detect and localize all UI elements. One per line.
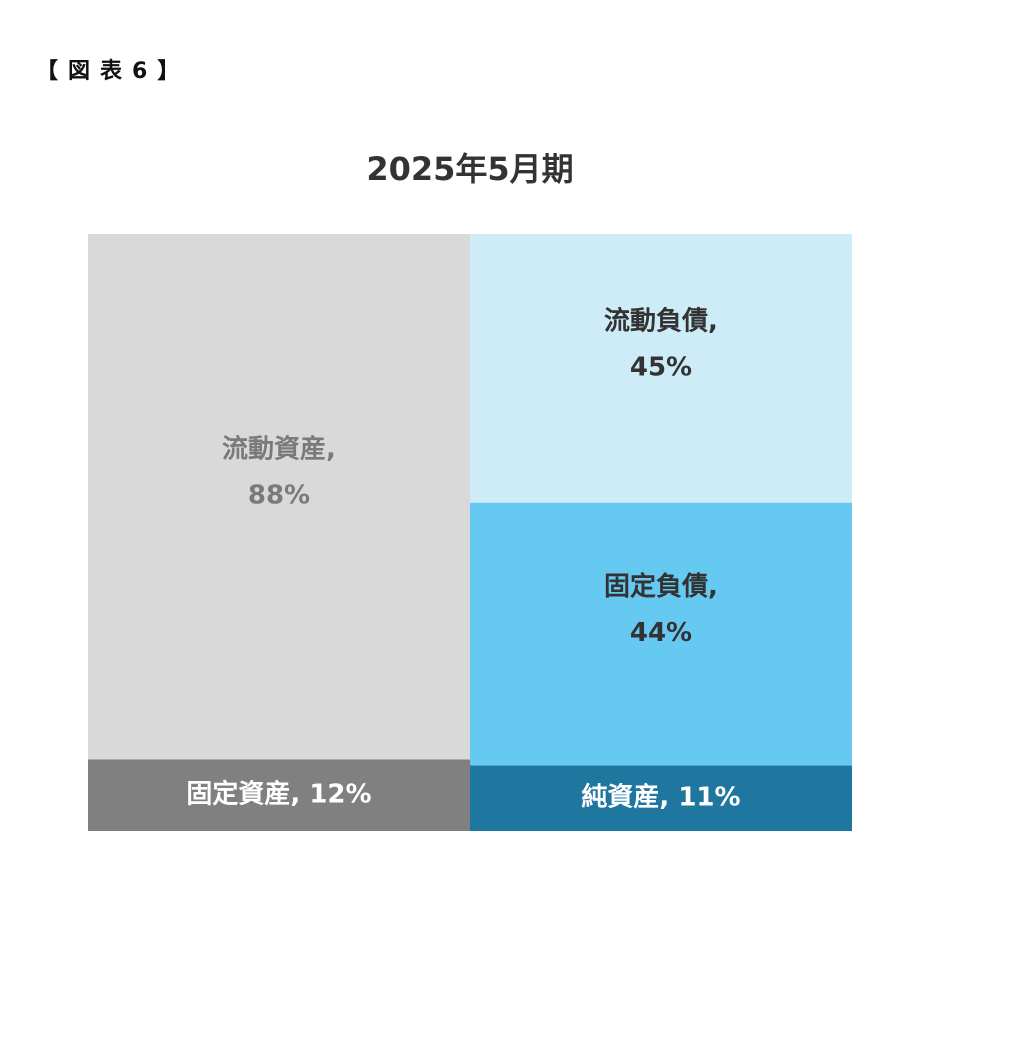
bar-segment <box>470 502 852 766</box>
chart-title: 2025年5月期 <box>366 150 573 188</box>
data-label: 流動資産, 88% <box>222 433 336 510</box>
bar-segment <box>88 759 470 831</box>
bar-segment <box>88 234 470 760</box>
bar-segment <box>470 765 852 831</box>
bar-segment <box>470 234 852 503</box>
data-label: 流動負債, 45% <box>604 306 718 382</box>
data-label: 固定負債, 44% <box>604 570 718 647</box>
data-label: 固定資産, 12% <box>186 779 371 810</box>
data-label: 純資産, 11% <box>581 782 740 813</box>
heading: 【図表6】 <box>36 59 189 84</box>
